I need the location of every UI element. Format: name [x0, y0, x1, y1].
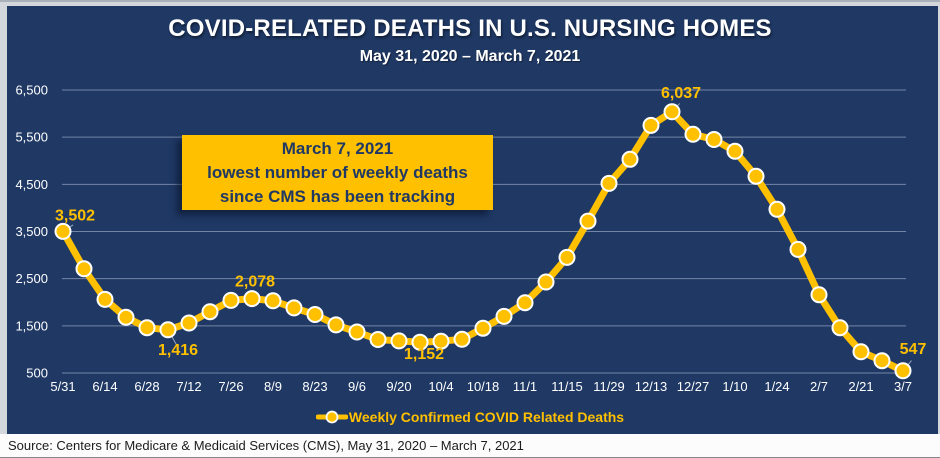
x-axis-tick-label: 9/20 — [386, 379, 411, 394]
x-axis-tick-label: 1/10 — [722, 379, 747, 394]
callout-line-1: March 7, 2021 — [281, 138, 394, 158]
x-axis-tick-label: 5/31 — [50, 379, 75, 394]
data-point-marker — [810, 286, 828, 304]
data-point-marker — [726, 142, 744, 160]
data-point-marker — [663, 103, 681, 121]
x-axis-tick-label: 9/6 — [348, 379, 366, 394]
data-point-marker — [453, 330, 471, 348]
data-point-label: 1,416 — [158, 342, 198, 359]
source-text: Source: Centers for Medicare & Medicaid … — [8, 438, 524, 453]
data-point-marker — [747, 167, 765, 185]
callout-line-2: lowest number of weekly deaths — [207, 162, 468, 182]
data-point-marker — [684, 125, 702, 143]
data-point-marker — [159, 321, 177, 339]
data-point-marker — [537, 273, 555, 291]
data-point-marker — [894, 362, 912, 380]
x-axis-tick-label: 3/7 — [894, 379, 912, 394]
data-point-marker — [117, 308, 135, 326]
data-point-marker — [831, 319, 849, 337]
y-axis-tick-label: 4,500 — [15, 177, 48, 192]
data-point-marker — [96, 290, 114, 308]
x-axis-tick-label: 10/18 — [467, 379, 500, 394]
x-axis-tick-label: 7/26 — [218, 379, 243, 394]
data-point-marker — [411, 333, 429, 351]
data-point-marker — [264, 292, 282, 310]
data-point-label: 547 — [900, 341, 927, 358]
data-point-marker — [306, 306, 324, 323]
data-point-marker — [873, 352, 891, 370]
data-point-label: 2,078 — [235, 274, 275, 291]
data-point-marker — [558, 248, 576, 266]
data-point-marker — [390, 332, 408, 350]
x-axis-tick-label: 6/14 — [92, 379, 117, 394]
data-point-marker — [75, 260, 93, 278]
data-point-marker — [222, 291, 240, 309]
source-bar: Source: Centers for Medicare & Medicaid … — [0, 434, 940, 458]
data-point-marker — [243, 290, 261, 308]
data-point-marker — [852, 343, 870, 361]
x-axis-tick-label: 2/21 — [848, 379, 873, 394]
data-point-marker — [474, 319, 492, 337]
data-point-marker — [54, 222, 72, 240]
data-point-marker — [348, 323, 366, 341]
data-point-marker — [600, 174, 618, 192]
x-axis-tick-label: 2/7 — [810, 379, 828, 394]
data-point-marker — [369, 331, 387, 348]
annotation-callout-box: March 7, 2021 lowest number of weekly de… — [182, 135, 493, 210]
chart-subtitle: May 31, 2020 – March 7, 2021 — [359, 48, 581, 65]
data-point-marker — [138, 319, 156, 337]
y-axis-tick-label: 3,500 — [15, 224, 48, 239]
x-axis-tick-label: 11/15 — [551, 379, 583, 394]
x-axis-tick-label: 11/29 — [593, 379, 625, 394]
data-point-marker — [705, 131, 723, 148]
x-axis-tick-label: 1/24 — [764, 379, 789, 394]
x-axis-tick-label: 10/4 — [428, 379, 453, 394]
data-point-marker — [516, 294, 534, 312]
x-axis-tick-label: 8/9 — [264, 379, 282, 394]
data-point-marker — [180, 314, 198, 332]
chart-legend: Weekly Confirmed COVID Related Deaths — [0, 407, 940, 427]
x-axis-tick-label: 12/27 — [677, 379, 710, 394]
legend-label: Weekly Confirmed COVID Related Deaths — [348, 409, 625, 425]
data-point-label: 1,152 — [404, 346, 444, 363]
data-point-marker — [285, 299, 303, 317]
x-axis-tick-label: 6/28 — [134, 379, 159, 394]
data-point-marker — [621, 150, 639, 168]
y-axis-tick-label: 6,500 — [15, 83, 48, 98]
x-axis-tick-label: 12/13 — [635, 379, 668, 394]
callout-line-3: since CMS has been tracking — [219, 186, 456, 206]
x-axis-tick-label: 7/12 — [176, 379, 201, 394]
y-axis-tick-label: 5,500 — [15, 130, 48, 145]
data-point-marker — [579, 212, 597, 230]
y-axis-tick-label: 2,500 — [15, 271, 48, 286]
x-axis-tick-label: 8/23 — [302, 379, 327, 394]
data-point-marker — [432, 332, 450, 350]
y-axis-tick-label: 1,500 — [15, 318, 48, 333]
data-point-marker — [642, 116, 660, 134]
data-point-marker — [495, 307, 513, 325]
data-point-marker — [768, 200, 786, 218]
data-point-label: 6,037 — [661, 85, 701, 102]
data-point-marker — [327, 316, 345, 334]
legend-line-marker-icon — [315, 410, 348, 424]
data-point-label: 3,502 — [55, 207, 95, 224]
chart-title: COVID-RELATED DEATHS IN U.S. NURSING HOM… — [168, 15, 772, 42]
data-point-marker — [789, 240, 807, 258]
x-axis-tick-label: 11/1 — [513, 379, 537, 394]
y-axis-tick-label: 500 — [26, 366, 48, 381]
data-point-marker — [201, 303, 219, 321]
